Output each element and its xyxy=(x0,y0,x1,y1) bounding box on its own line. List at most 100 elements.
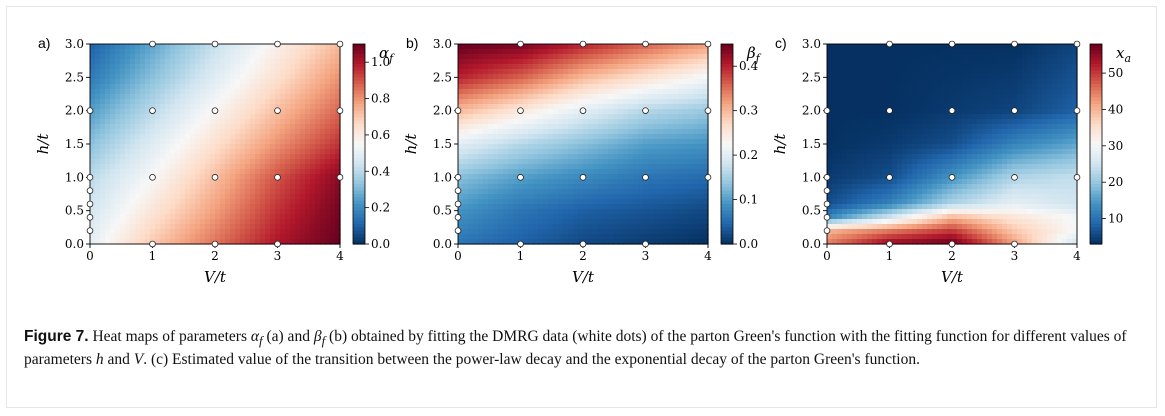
heatmap-cell xyxy=(623,79,629,85)
heatmap-cell xyxy=(902,114,908,120)
data-point xyxy=(454,174,462,181)
heatmap-cell xyxy=(330,44,336,50)
heatmap-cell xyxy=(235,54,241,60)
heatmap-cell xyxy=(1047,84,1053,90)
heatmap-cell xyxy=(673,104,679,110)
heatmap-cell xyxy=(543,104,549,110)
heatmap-cell xyxy=(573,54,579,60)
heatmap-cell xyxy=(305,169,311,175)
heatmap-cell xyxy=(553,189,559,195)
y-tick-label: 1.5 xyxy=(433,137,452,151)
heatmap-cell xyxy=(593,214,599,220)
heatmap-cell xyxy=(255,99,261,105)
heatmap-cell xyxy=(623,114,629,120)
heatmap-cell xyxy=(1012,94,1018,100)
heatmap-cell xyxy=(538,164,544,170)
heatmap-cell xyxy=(195,59,201,65)
heatmap-cell xyxy=(1052,109,1058,115)
heatmap-cell xyxy=(230,99,236,105)
heatmap-cell xyxy=(857,59,863,65)
colorbar-segment xyxy=(353,107,365,112)
heatmap-cell xyxy=(468,224,474,230)
heatmap-cell xyxy=(275,199,281,205)
heatmap-cell xyxy=(628,154,634,160)
heatmap-cell xyxy=(663,154,669,160)
heatmap-cell xyxy=(643,59,649,65)
heatmap-cell xyxy=(693,209,699,215)
heatmap-cell xyxy=(300,124,306,130)
heatmap-cell xyxy=(842,99,848,105)
heatmap-cell xyxy=(210,134,216,140)
heatmap-cell xyxy=(135,179,141,185)
heatmap-cell xyxy=(538,114,544,120)
heatmap-cell xyxy=(847,109,853,115)
heatmap-cell xyxy=(633,89,639,95)
heatmap-cell xyxy=(628,149,634,155)
heatmap-cell xyxy=(937,94,943,100)
heatmap-cell xyxy=(160,99,166,105)
heatmap-cell xyxy=(140,129,146,135)
heatmap-cell xyxy=(628,229,634,235)
heatmap-cell xyxy=(867,84,873,90)
heatmap-cell xyxy=(1002,59,1008,65)
heatmap-cell xyxy=(135,84,141,90)
heatmap-cell xyxy=(105,84,111,90)
heatmap-cell xyxy=(703,239,709,245)
heatmap-cell xyxy=(558,224,564,230)
heatmap-cell xyxy=(987,64,993,70)
heatmap-cell xyxy=(608,54,614,60)
heatmap-cell xyxy=(205,174,211,180)
heatmap-cell xyxy=(568,184,574,190)
heatmap-cell xyxy=(310,49,316,55)
heatmap-cell xyxy=(320,159,326,165)
heatmap-cell xyxy=(300,64,306,70)
heatmap-cell xyxy=(608,224,614,230)
heatmap-cell xyxy=(638,69,644,75)
heatmap-cell xyxy=(120,74,126,80)
heatmap-cell xyxy=(230,49,236,55)
heatmap-cell xyxy=(563,84,569,90)
heatmap-cell xyxy=(683,114,689,120)
heatmap-cell xyxy=(280,229,286,235)
heatmap-cell xyxy=(1057,54,1063,60)
heatmap-cell xyxy=(330,209,336,215)
heatmap-cell xyxy=(498,234,504,240)
heatmap-cell xyxy=(110,129,116,135)
heatmap-cell xyxy=(175,144,181,150)
heatmap-cell xyxy=(145,104,151,110)
heatmap-cell xyxy=(653,124,659,130)
heatmap-cell xyxy=(638,209,644,215)
heatmap-cell xyxy=(872,44,878,50)
heatmap-cell xyxy=(110,159,116,165)
heatmap-cell xyxy=(977,74,983,80)
heatmap-cell xyxy=(195,54,201,60)
heatmap-cell xyxy=(180,139,186,145)
heatmap-cell xyxy=(548,214,554,220)
heatmap-cell xyxy=(260,209,266,215)
heatmap-cell xyxy=(330,194,336,200)
heatmap-cell xyxy=(578,114,584,120)
heatmap-cell xyxy=(335,179,341,185)
heatmap-cell xyxy=(553,74,559,80)
heatmap-cell xyxy=(1057,74,1063,80)
heatmap-cell xyxy=(315,69,321,75)
heatmap-cell xyxy=(190,94,196,100)
heatmap-cell xyxy=(95,79,101,85)
heatmap-cell xyxy=(613,214,619,220)
heatmap-cell xyxy=(668,69,674,75)
heatmap-cell xyxy=(553,79,559,85)
heatmap-cell xyxy=(598,149,604,155)
heatmap-cell xyxy=(623,94,629,100)
heatmap-cell xyxy=(225,164,231,170)
heatmap-cell xyxy=(215,134,221,140)
heatmap-cell xyxy=(295,54,301,60)
heatmap-cell xyxy=(458,204,464,210)
heatmap-cell xyxy=(533,189,539,195)
heatmap-cell xyxy=(603,239,609,245)
heatmap-cell xyxy=(663,199,669,205)
heatmap-cell xyxy=(598,64,604,70)
heatmap-cell xyxy=(503,84,509,90)
heatmap-cell xyxy=(140,149,146,155)
heatmap-cell xyxy=(265,169,271,175)
heatmap-cell xyxy=(190,169,196,175)
